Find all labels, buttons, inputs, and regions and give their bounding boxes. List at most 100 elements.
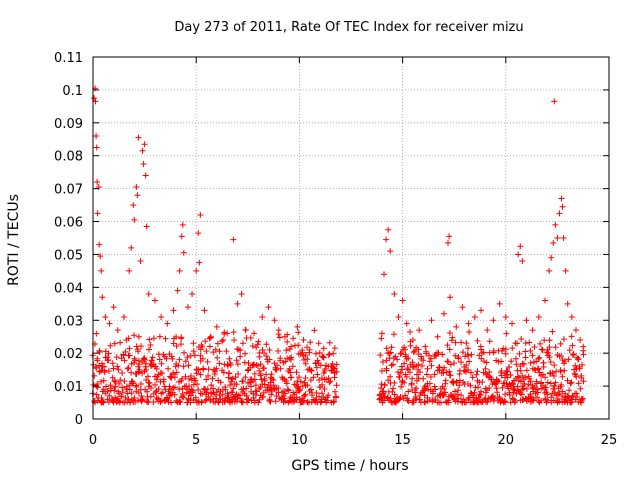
data-point [271,317,278,324]
data-point [510,381,517,388]
data-point [176,267,183,274]
data-point [156,356,163,363]
data-point [266,347,273,354]
data-point [387,373,394,380]
data-point [463,340,470,347]
data-point [253,344,260,351]
data-point [509,345,516,352]
data-point [184,304,191,311]
data-point [157,398,164,405]
data-point [208,382,215,389]
data-point [91,372,98,379]
data-point [533,386,540,393]
data-point [207,333,214,340]
data-point [112,384,119,391]
data-point [331,398,338,405]
data-point [580,378,587,385]
x-tick-label: 20 [498,433,515,448]
data-point [187,372,194,379]
data-point [458,392,465,399]
data-point [572,362,579,369]
data-point [107,342,114,349]
data-point [254,341,261,348]
data-point [398,350,405,357]
data-point [495,378,502,385]
data-point [135,348,142,355]
data-point [100,377,107,384]
data-point [542,395,549,402]
data-point [474,337,481,344]
data-point [377,352,384,359]
data-point [550,373,557,380]
data-point [188,386,195,393]
data-point [118,393,125,400]
data-point [415,361,422,368]
data-point [178,334,185,341]
data-point [536,369,543,376]
data-point [333,393,340,400]
data-point [426,380,433,387]
data-point [119,384,126,391]
data-point [274,362,281,369]
data-point [288,354,295,361]
data-point [394,356,401,363]
data-point [163,355,170,362]
data-point [483,399,490,406]
data-point [205,372,212,379]
data-point [428,317,435,324]
data-point [251,370,258,377]
data-point [429,390,436,397]
data-point [122,394,129,401]
data-point [460,396,467,403]
data-point [577,385,584,392]
data-point [93,391,100,398]
data-point [452,352,459,359]
data-point [144,373,151,380]
data-point [538,346,545,353]
data-point [446,368,453,375]
data-point [237,395,244,402]
data-point [230,329,237,336]
data-point [135,333,142,340]
data-point [333,382,340,389]
data-point [318,375,325,382]
y-axis-label: ROTI / TECUs [6,194,22,286]
data-point [126,345,133,352]
data-point [235,370,242,377]
data-point [204,386,211,393]
data-point [565,356,572,363]
data-point [136,369,143,376]
data-point [549,369,556,376]
data-point [523,385,530,392]
data-point [399,297,406,304]
data-point [464,345,471,352]
data-point [130,202,137,209]
data-point [455,387,462,394]
data-point [137,258,144,265]
data-point [426,358,433,365]
data-point [109,360,116,367]
data-point [153,376,160,383]
data-point [194,381,201,388]
data-point [261,365,268,372]
data-point [482,370,489,377]
data-point [568,379,575,386]
data-point [251,376,258,383]
data-point [93,330,100,337]
data-point [105,350,112,357]
data-point [142,172,149,179]
data-point [502,346,509,353]
data-point [316,349,323,356]
data-point [562,267,569,274]
data-point [306,346,313,353]
data-point [579,361,586,368]
data-point [331,369,338,376]
data-point [237,347,244,354]
data-point [324,397,331,404]
data-point [525,373,532,380]
data-point [313,389,320,396]
data-point [378,330,385,337]
data-point [396,373,403,380]
data-point [266,356,273,363]
data-point [149,354,156,361]
